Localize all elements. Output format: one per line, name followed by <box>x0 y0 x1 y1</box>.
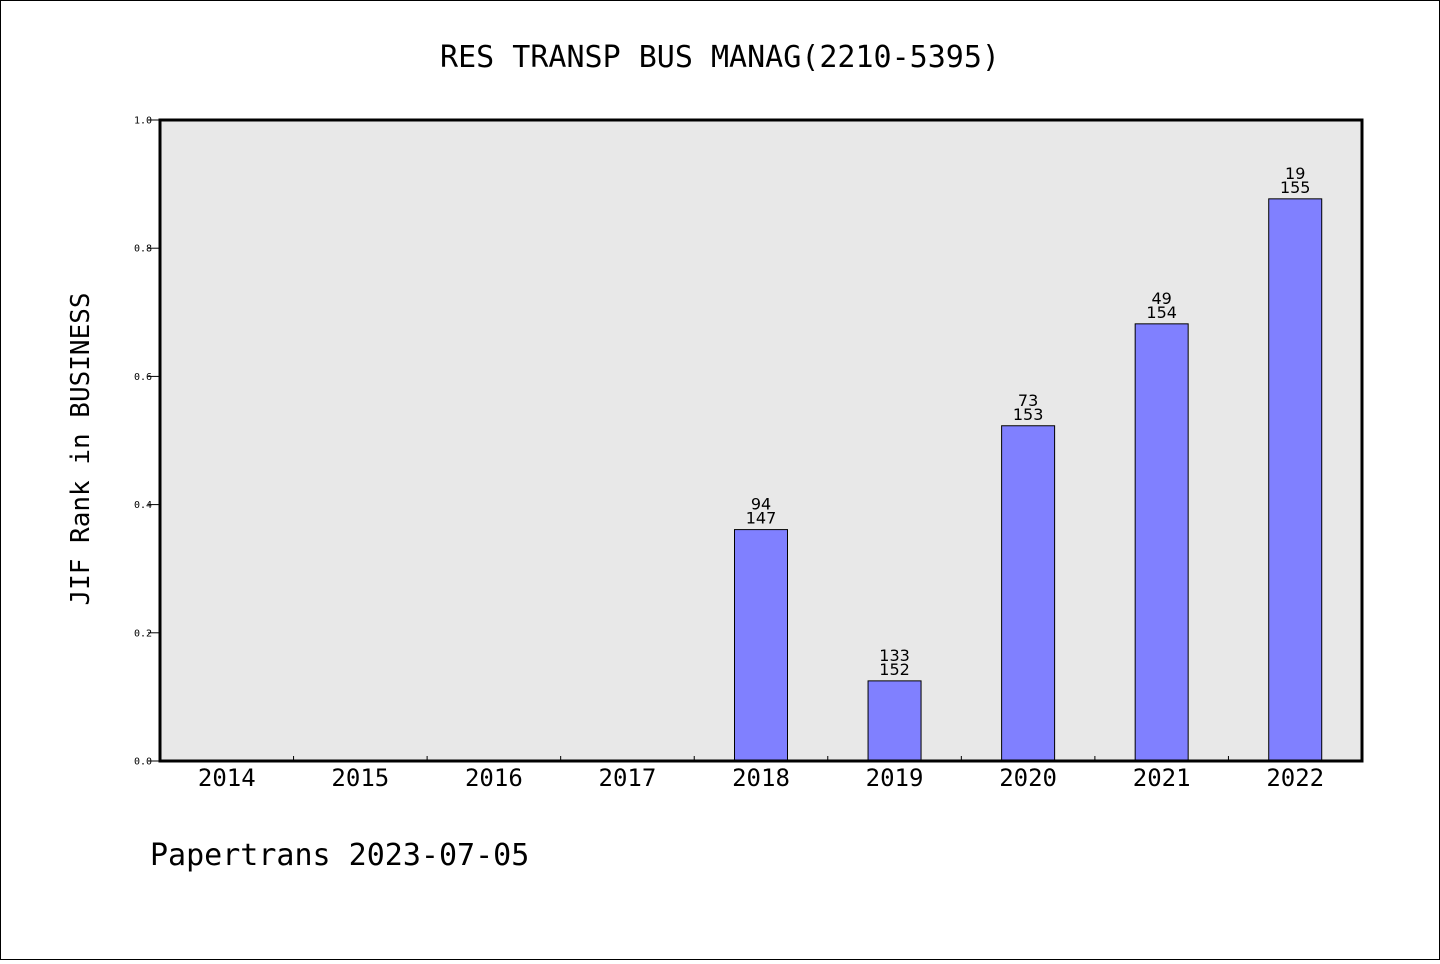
bar-rank-label-2022: 19 <box>1285 164 1305 183</box>
bar-2019 <box>867 680 922 762</box>
bar-rank-label-2020: 73 <box>1018 391 1038 410</box>
y-tick-label-0.4: 0.4 <box>134 500 152 511</box>
bar-2021 <box>1134 323 1189 762</box>
y-axis: 0.0 0.2 0.4 0.6 0.8 1.0 <box>134 116 160 768</box>
x-tick-label-2016: 2016 <box>465 764 523 792</box>
bar-rank-label-2018: 94 <box>751 495 771 514</box>
bar-rank-label-2021: 49 <box>1151 289 1171 308</box>
bar-total-label-2022: 155 <box>1280 178 1311 197</box>
bar-rank-label-2019: 133 <box>879 646 910 665</box>
plot-border <box>158 118 1364 763</box>
y-tick-label-0.2: 0.2 <box>134 628 152 639</box>
x-tick-label-2014: 2014 <box>198 764 256 792</box>
bar-2020 <box>1001 425 1056 762</box>
bar-2022 <box>1268 198 1323 762</box>
x-tick-label-2015: 2015 <box>331 764 389 792</box>
x-tick-label-2017: 2017 <box>599 764 657 792</box>
y-tick-label-0.0: 0.0 <box>134 757 152 768</box>
bar-total-label-2021: 154 <box>1146 303 1177 322</box>
bars-group <box>734 198 1323 762</box>
chart-title: RES TRANSP BUS MANAG(2210-5395) <box>440 40 1000 75</box>
bar-total-label-2020: 153 <box>1013 405 1044 424</box>
footer-text: Papertrans 2023-07-05 <box>150 838 529 873</box>
bar-2018 <box>734 529 788 762</box>
x-tick-label-2022: 2022 <box>1266 764 1324 792</box>
x-tick-label-2021: 2021 <box>1133 764 1191 792</box>
bar-total-label-2019: 152 <box>879 660 910 679</box>
y-tick-label-0.8: 0.8 <box>134 244 152 255</box>
bar-total-label-2018: 147 <box>746 509 777 528</box>
x-tick-label-2019: 2019 <box>866 764 924 792</box>
y-axis-label: JIF Rank in BUSINESS <box>66 292 96 605</box>
x-tick-label-2018: 2018 <box>732 764 790 792</box>
y-tick-label-0.6: 0.6 <box>134 372 152 383</box>
x-axis: 2014 2015 2016 2017 2018 2019 2020 2021 2022 <box>198 756 1324 792</box>
x-tick-label-2020: 2020 <box>999 764 1057 792</box>
y-tick-label-1.0: 1.0 <box>134 116 152 127</box>
